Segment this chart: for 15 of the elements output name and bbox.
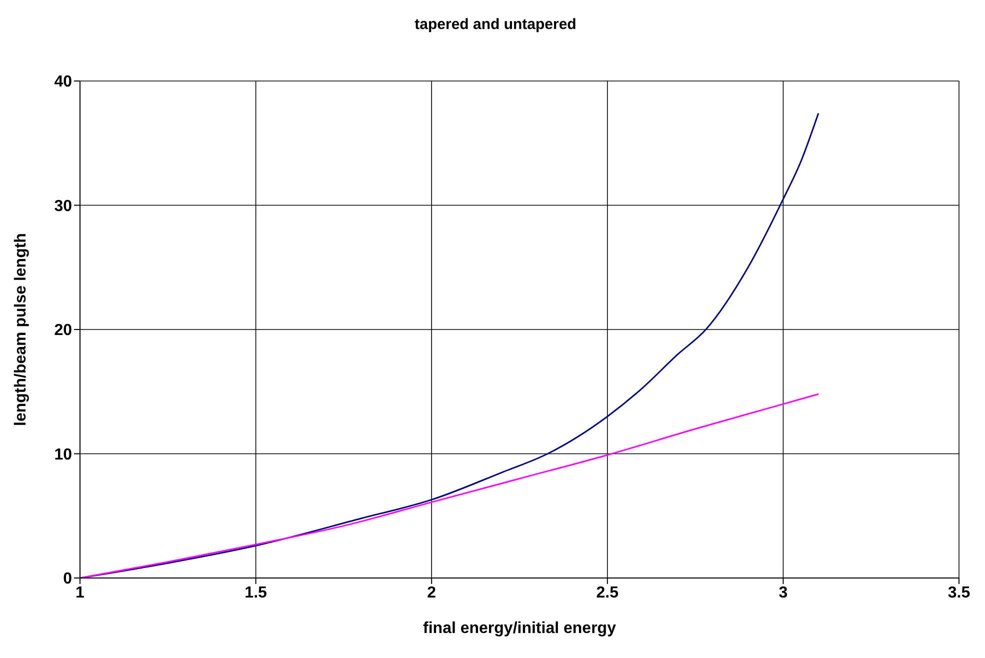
y-tick-label: 30 (54, 198, 72, 215)
y-tick-label: 20 (54, 322, 72, 340)
x-tick-label: 3 (778, 584, 788, 602)
x-axis-title: final energy/initial energy (423, 620, 616, 637)
y-tick-label: 0 (63, 570, 72, 588)
y-tick-label: 10 (54, 446, 72, 464)
y-axis-title: length/beam pulse length (12, 233, 30, 426)
chart-title: tapered and untapered (414, 16, 578, 33)
x-tick-label: 1 (76, 584, 85, 602)
x-tick-label: 1.5 (244, 584, 268, 602)
line-series (80, 393, 820, 578)
x-tick-label: 2 (427, 584, 436, 602)
x-tick-label: 2.5 (596, 584, 619, 602)
y-tick-label: 40 (54, 74, 72, 91)
x-tick-label: 3.5 (948, 584, 970, 602)
